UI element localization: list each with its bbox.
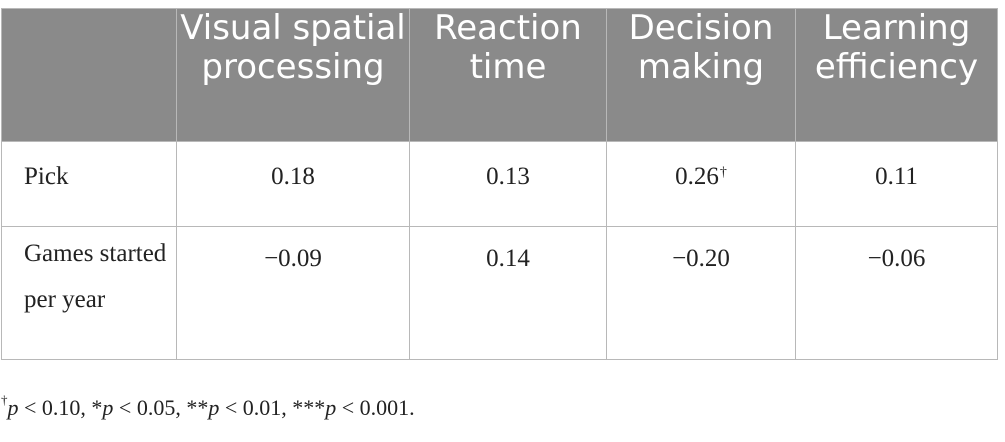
header-reaction-time: Reaction time xyxy=(409,8,607,142)
header-learning-efficiency: Learning efficiency xyxy=(795,8,998,142)
table-row-pick: Pick 0.18 0.13 0.26† 0.11 xyxy=(1,141,998,227)
dagger-mark: † xyxy=(719,165,727,180)
cell-games-decision-making: −0.20 xyxy=(606,226,796,360)
cell-games-learning-efficiency: −0.06 xyxy=(795,226,998,360)
footnote-item-1: < 0.10, * xyxy=(18,395,103,420)
header-visual-spatial-processing: Visual spatial processing xyxy=(176,8,410,142)
cell-pick-visual-spatial: 0.18 xyxy=(176,141,410,227)
cell-games-visual-spatial: −0.09 xyxy=(176,226,410,360)
footnote-p-symbol: p xyxy=(325,395,337,420)
footnote-item-4: < 0.001. xyxy=(336,395,415,420)
cell-pick-learning-efficiency: 0.11 xyxy=(795,141,998,227)
table-row-games-started: Games started per year −0.09 0.14 −0.20 … xyxy=(1,226,998,360)
footnote-p-symbol: p xyxy=(102,395,114,420)
header-decision-making: Decision making xyxy=(606,8,796,142)
footnote-item-2: < 0.05, ** xyxy=(113,395,209,420)
significance-footnote: †p < 0.10, *p < 0.05, **p < 0.01, ***p <… xyxy=(1,392,415,421)
footnote-dagger: † xyxy=(1,392,8,407)
footnote-p-symbol: p xyxy=(208,395,220,420)
footnote-p-symbol: p xyxy=(7,395,19,420)
header-corner-cell xyxy=(1,8,177,142)
cell-games-reaction-time: 0.14 xyxy=(409,226,607,360)
footnote-item-3: < 0.01, *** xyxy=(219,395,326,420)
cell-pick-decision-making-value: 0.26 xyxy=(675,163,719,190)
header-row: Visual spatial processing Reaction time … xyxy=(1,8,998,142)
cell-pick-decision-making: 0.26† xyxy=(606,141,796,227)
results-table: Visual spatial processing Reaction time … xyxy=(1,8,998,360)
row-label-games-started: Games started per year xyxy=(1,226,177,360)
row-label-pick: Pick xyxy=(1,141,177,227)
cell-pick-reaction-time: 0.13 xyxy=(409,141,607,227)
